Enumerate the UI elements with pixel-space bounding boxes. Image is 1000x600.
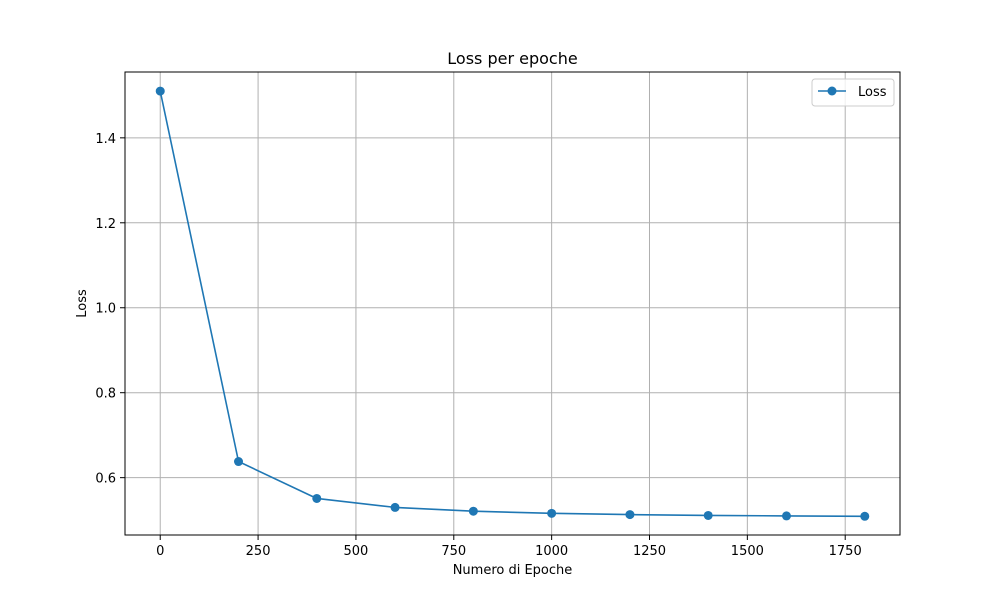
x-axis-ticks: 0 250 500 750 1000 1250 1500 1750 (156, 535, 862, 559)
legend: Loss (811, 78, 895, 107)
loss-data-point (860, 511, 870, 521)
y-tick-label: 0.6 (95, 472, 116, 487)
loss-data-point (625, 510, 635, 520)
loss-data-point (390, 502, 400, 512)
x-tick-label: 500 (344, 544, 369, 559)
loss-data-point (155, 86, 165, 96)
legend-marker-swatch (827, 86, 837, 96)
x-tick-label: 750 (441, 544, 466, 559)
x-tick-label: 250 (246, 544, 271, 559)
grid-lines (125, 72, 900, 535)
loss-data-point (781, 511, 791, 521)
y-axis-label: Loss (75, 289, 90, 318)
legend-label-loss: Loss (858, 85, 887, 100)
loss-data-point (703, 510, 713, 520)
legend-box (811, 78, 895, 107)
loss-data-point (547, 508, 557, 518)
loss-data-point (312, 493, 322, 503)
y-tick-label: 1.2 (95, 217, 116, 232)
x-tick-label: 0 (156, 544, 164, 559)
y-tick-label: 1.0 (95, 302, 116, 317)
x-tick-label: 1750 (829, 544, 862, 559)
loss-data-point (468, 506, 478, 516)
x-axis-label: Numero di Epoche (453, 563, 573, 578)
loss-series-line (159, 90, 865, 518)
series-layer (155, 86, 870, 521)
loss-data-point (234, 457, 244, 467)
chart-title: Loss per epoche (447, 49, 577, 68)
y-axis-ticks: 0.6 0.8 1.0 1.2 1.4 (95, 132, 125, 487)
plot-area-frame (124, 71, 901, 536)
y-tick-label: 1.4 (95, 132, 116, 147)
y-tick-label: 0.8 (95, 387, 116, 402)
x-tick-label: 1250 (633, 544, 666, 559)
x-tick-label: 1500 (731, 544, 764, 559)
x-tick-label: 1000 (535, 544, 568, 559)
